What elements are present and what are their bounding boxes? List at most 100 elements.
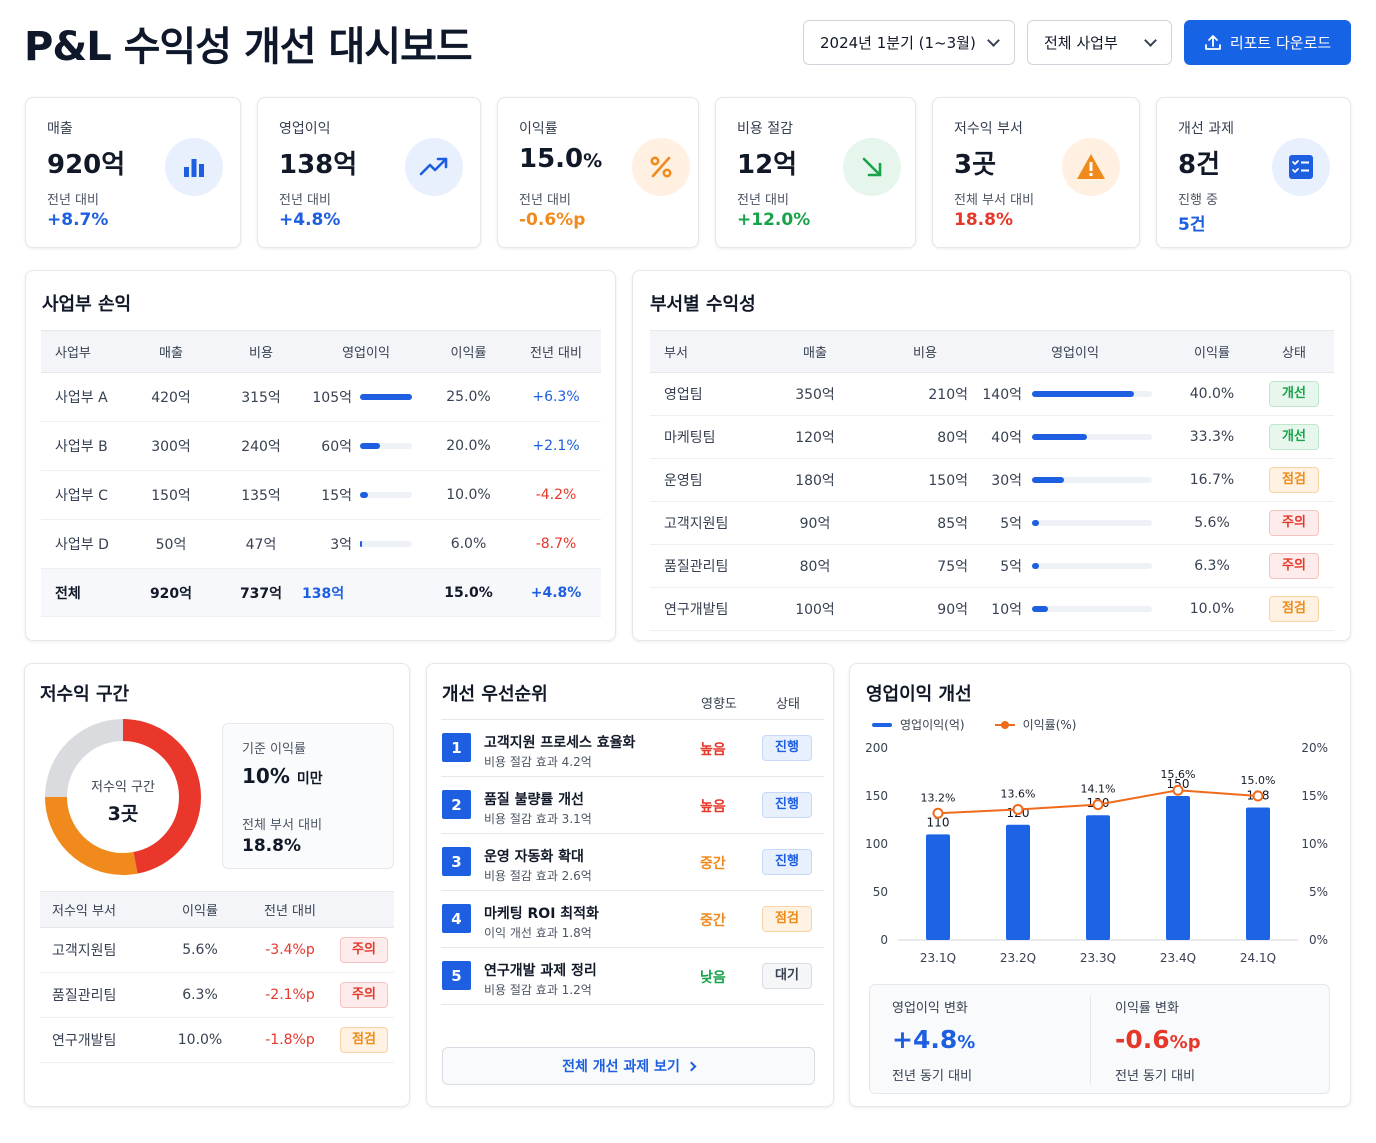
kpi-value: 138억 [279,150,358,180]
low-profit-criteria-box: 기준 이익률 10% 미만 전체 부서 대비 18.8% [222,723,394,869]
total-yoy: +4.8% [511,568,601,617]
dept-cost: 90억 [870,587,980,631]
profit-bar [1032,606,1152,612]
download-report-button[interactable]: 리포트 다운로드 [1184,20,1351,65]
dept-cost: 210억 [870,372,980,416]
dept-profit: 10억 [980,587,1170,631]
upload-icon [1204,34,1221,50]
low-profit-table: 저수익 부서 이익률 전년 대비 고객지원팀 5.6% -3.4%p 주의 품질관… [40,891,394,1063]
kpi-label: 비용 절감 [737,121,793,137]
dept-revenue: 180억 [760,458,870,502]
priority-item[interactable]: 2 품질 불량률 개선 비용 절감 효과 3.1억 높음 진행 [441,777,824,834]
legend-line-label: 이익률(%) [1022,718,1077,732]
division-pl-table: 사업부 매출 비용 영업이익 이익률 전년 대비 사업부 A 420억 315억… [41,330,601,617]
kpi-label: 저수익 부서 [954,121,1023,137]
priority-item[interactable]: 1 고객지원 프로세스 효율화 비용 절감 효과 4.2억 높음 진행 [441,720,824,777]
low-profit-donut [45,719,201,875]
x-tick-label: 23.2Q [1000,951,1036,965]
priority-item[interactable]: 4 마케팅 ROI 최적화 이익 개선 효과 1.8억 중간 점검 [441,891,824,948]
dept-status: 점검 [1254,587,1334,631]
divider [441,719,824,720]
status-badge: 점검 [340,1027,388,1053]
division-yoy: +2.1% [511,421,601,471]
status-badge: 진행 [762,792,812,818]
margin-point [1252,790,1264,802]
priority-sub: 비용 절감 효과 2.6억 [484,869,592,883]
table-row: 고객지원팀 5.6% -3.4%p 주의 [40,927,394,973]
profit-change-sub: 전년 동기 대비 [892,1069,973,1084]
y-tick-label: 50 [873,885,888,899]
table-header-row: 사업부 매출 비용 영업이익 이익률 전년 대비 [41,330,601,373]
profit-bar [360,394,412,400]
dept-name: 마케팅팀 [650,415,760,459]
margin-change-sub: 전년 동기 대비 [1115,1069,1196,1084]
line-data-label: 15.6% [1161,768,1196,781]
dept-name: 품질관리팀 [650,544,760,588]
kpi-label: 이익률 [519,121,558,137]
chart-bar [1006,824,1030,940]
chart-title: 영업이익 개선 [866,684,972,705]
profit-bar [1032,391,1152,397]
division-yoy: -8.7% [511,519,601,569]
period-select[interactable]: 2024년 1분기 (1~3월) [803,20,1015,65]
kpi-change: -0.6%p [519,210,586,230]
priority-title: 마케팅 ROI 최적화 [484,906,599,922]
donut-center-value: 3곳 [107,803,139,825]
kpi-value: 920억 [47,150,126,180]
dept-revenue: 120억 [760,415,870,459]
dept-cost: 80억 [870,415,980,459]
margin-point [1172,784,1184,796]
total-revenue: 920억 [126,568,216,617]
profit-bar [1032,563,1152,569]
dept-revenue: 350억 [760,372,870,416]
table-row: 품질관리팀 80억 75억 5억 6.3% 주의 [650,544,1334,588]
division-revenue: 50억 [126,519,216,569]
kpi-label: 개선 과제 [1178,121,1234,137]
view-all-tasks-button[interactable]: 전체 개선 과제 보기 [442,1047,815,1085]
status-badge: 주의 [340,937,388,963]
low-dept-name: 품질관리팀 [40,972,160,1018]
kpi-change: +12.0% [737,210,811,230]
bar-data-label: 150 [1167,777,1190,791]
kpi-sub: 전년 대비 [737,193,789,208]
profit-bar [1032,434,1152,440]
table-row: 고객지원팀 90억 85억 5억 5.6% 주의 [650,501,1334,545]
division-select[interactable]: 전체 사업부 [1027,20,1172,65]
kpi-value: 8건 [1178,150,1221,180]
dept-status: 점검 [1254,458,1334,502]
status-badge: 개선 [1269,381,1319,407]
division-margin: 25.0% [426,372,511,422]
kpi-value: 12억 [737,150,798,180]
view-all-tasks-label: 전체 개선 과제 보기 [562,1059,680,1075]
division-revenue: 420억 [126,372,216,422]
ratio-label: 전체 부서 대비 [242,818,323,833]
kpi-change: +8.7% [47,210,109,230]
kpi-change: 5건 [1178,215,1206,235]
division-cost: 240억 [216,421,306,471]
low-dept-margin: 5.6% [160,927,240,973]
y-tick-label: 200 [865,741,888,755]
table-total-row: 전체 920억 737억 138억 15.0% +4.8% [41,568,601,617]
low-dept-yoy: -1.8%p [240,1017,340,1063]
table-row: 연구개발팀 10.0% -1.8%p 점검 [40,1017,394,1063]
priority-item[interactable]: 5 연구개발 과제 정리 비용 절감 효과 1.2억 낮음 대기 [441,948,824,1005]
priorities-col-impact: 영향도 [701,697,737,712]
x-tick-label: 23.4Q [1160,951,1196,965]
x-tick-label: 23.3Q [1080,951,1116,965]
status-badge: 점검 [762,906,812,932]
kpi-label: 매출 [47,121,73,137]
priority-item[interactable]: 3 운영 자동화 확대 비용 절감 효과 2.6억 중간 진행 [441,834,824,891]
division-profit: 105억 [306,372,426,422]
division-yoy: -4.2% [511,470,601,520]
table-row: 사업부 D 50억 47억 3억 6.0% -8.7% [41,519,601,569]
kpi-value: 3곳 [954,150,997,180]
priority-title: 연구개발 과제 정리 [484,963,597,979]
line-data-label: 14.1% [1081,783,1116,796]
priority-title: 품질 불량률 개선 [484,792,584,808]
kpi-value: 15.0% [519,144,603,174]
total-cost: 737억 [216,568,306,617]
profit-change-label: 영업이익 변화 [892,1001,968,1016]
priority-number: 5 [442,961,471,990]
dept-profit: 140억 [980,372,1170,416]
y-tick-label: 0 [880,933,888,947]
